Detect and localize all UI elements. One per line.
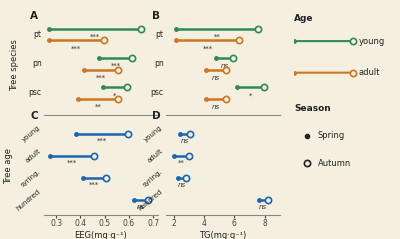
Text: ns: ns	[221, 63, 229, 69]
Text: ns: ns	[259, 204, 267, 210]
Y-axis label: Tree species: Tree species	[10, 39, 19, 91]
Text: **: **	[94, 104, 101, 110]
Text: adult: adult	[146, 147, 164, 164]
Text: adult: adult	[24, 147, 42, 164]
Text: pn: pn	[154, 59, 164, 68]
Text: psc: psc	[151, 88, 164, 97]
Text: Autumn: Autumn	[318, 159, 351, 168]
Text: hundred: hundred	[138, 188, 164, 211]
Text: C: C	[30, 111, 38, 121]
Text: ***: ***	[96, 75, 106, 81]
Text: A: A	[30, 11, 38, 21]
Y-axis label: Tree age: Tree age	[4, 147, 14, 184]
Text: young: young	[359, 37, 385, 46]
Text: D: D	[152, 111, 161, 121]
Text: hundred: hundred	[16, 188, 42, 211]
Text: ns: ns	[181, 137, 189, 143]
Text: pn: pn	[32, 59, 42, 68]
Text: Season: Season	[294, 104, 331, 113]
Text: B: B	[152, 11, 160, 21]
Text: ***: ***	[110, 63, 121, 69]
Text: Spring: Spring	[318, 131, 345, 140]
X-axis label: EEG(mg·g⁻¹): EEG(mg·g⁻¹)	[75, 231, 127, 239]
Text: syring.: syring.	[20, 168, 42, 188]
Text: ***: ***	[96, 137, 107, 143]
Text: young: young	[143, 124, 164, 143]
Text: young: young	[21, 124, 42, 143]
Text: ***: ***	[67, 160, 77, 166]
Text: *: *	[113, 92, 116, 98]
Text: pt: pt	[156, 30, 164, 39]
Text: syring.: syring.	[142, 168, 164, 188]
Text: ns: ns	[137, 204, 145, 210]
Text: **: **	[214, 34, 220, 40]
Text: **: **	[178, 160, 184, 166]
Text: ns: ns	[212, 75, 220, 81]
Text: Age: Age	[294, 14, 314, 23]
Text: ***: ***	[71, 46, 82, 52]
Text: ***: ***	[89, 182, 99, 188]
Text: *: *	[249, 92, 252, 98]
Text: ns: ns	[178, 182, 186, 188]
Text: ***: ***	[202, 46, 212, 52]
Text: ns: ns	[212, 104, 220, 110]
Text: ***: ***	[90, 34, 100, 40]
Text: pt: pt	[34, 30, 42, 39]
Text: adult: adult	[359, 68, 380, 77]
Text: psc: psc	[29, 88, 42, 97]
X-axis label: TG(mg·g⁻¹): TG(mg·g⁻¹)	[199, 231, 247, 239]
